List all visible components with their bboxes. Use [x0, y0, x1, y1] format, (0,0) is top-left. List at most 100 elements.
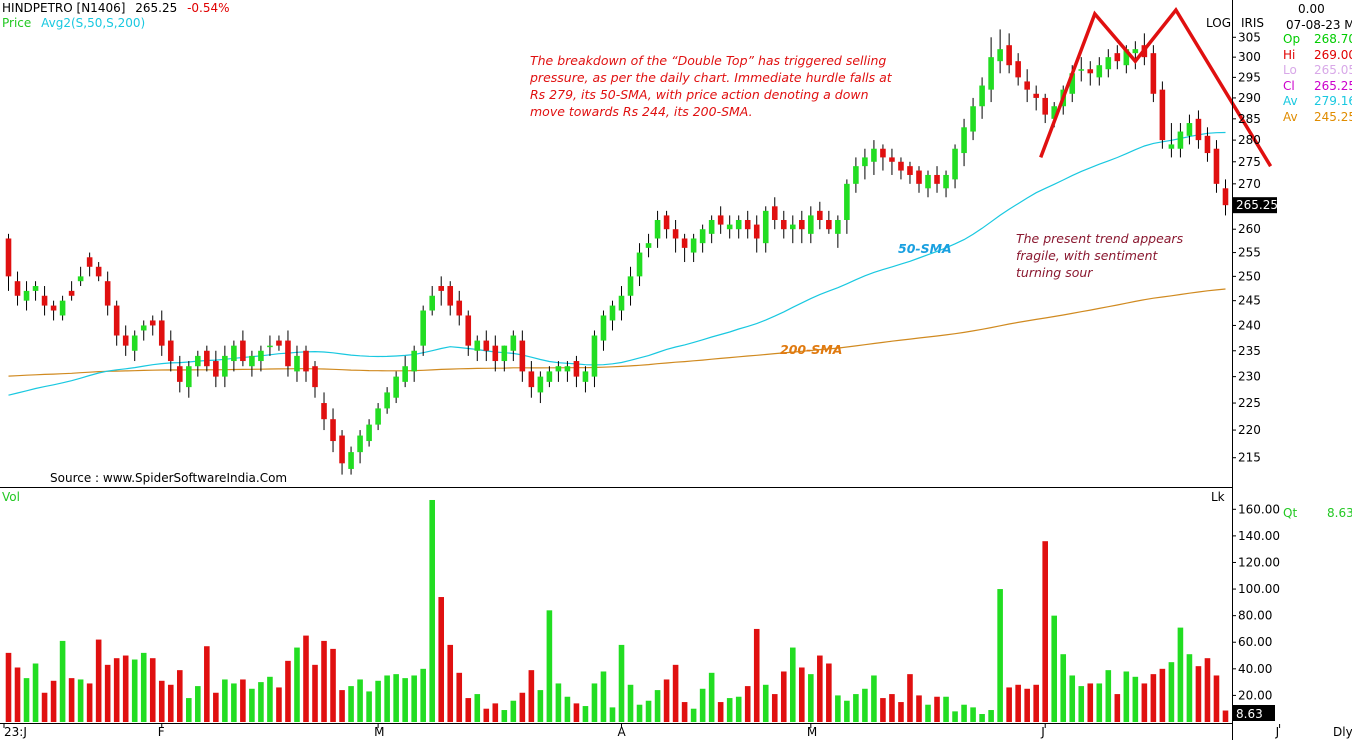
x-tick-label-3: A	[618, 725, 627, 739]
volume-bar-37	[339, 690, 345, 722]
volume-bar-69	[627, 684, 634, 722]
candle-body-63	[573, 361, 580, 377]
price-tick-label-13: 280	[1238, 133, 1261, 147]
volume-bar-30	[276, 687, 282, 722]
price-tick-label-5: 240	[1238, 318, 1261, 332]
price-tick-label-8: 255	[1238, 246, 1261, 260]
volume-bar-129	[1168, 662, 1175, 722]
volume-bar-7	[68, 678, 75, 722]
volume-bar-108	[979, 714, 985, 722]
volume-bar-12	[113, 658, 120, 722]
volume-bar-52	[474, 694, 481, 722]
price-legend: Price	[2, 16, 32, 30]
double-top-trendline	[1039, 6, 1273, 168]
candle-body-26	[240, 340, 246, 362]
candle-body-64	[582, 371, 589, 382]
candle-body-116	[1051, 106, 1058, 119]
candle-body-114	[1033, 93, 1039, 98]
volume-bar-35	[321, 640, 327, 722]
candle-body-31	[285, 340, 291, 367]
volume-bar-97	[880, 698, 886, 722]
candle-body-55	[501, 345, 508, 362]
top-value: 0.00	[1298, 2, 1325, 16]
volume-bar-62	[564, 696, 571, 722]
volume-bar-38	[348, 686, 354, 722]
candle-body-124	[1123, 49, 1130, 66]
candle-body-94	[853, 166, 859, 184]
volume-bar-11	[104, 664, 111, 722]
candle-body-119	[1078, 69, 1085, 71]
quote-value-3: 265.25	[1314, 78, 1352, 93]
volume-bar-93	[844, 700, 850, 722]
volume-bar-113	[1024, 688, 1030, 722]
quote-label-5: Av	[1283, 109, 1298, 124]
candle-body-118	[1069, 73, 1076, 94]
volume-bar-64	[582, 706, 589, 722]
candlesticks	[5, 29, 1229, 475]
volume-bar-75	[681, 702, 688, 722]
volume-bar-6	[59, 640, 66, 722]
candle-body-127	[1150, 53, 1157, 94]
candle-body-5	[50, 305, 57, 311]
candle-body-88	[799, 219, 805, 230]
volume-bar-95	[862, 688, 868, 722]
volume-bar-17	[158, 680, 165, 722]
x-tick-label-6: J	[1275, 725, 1280, 739]
quote-label-0: Op	[1283, 32, 1301, 46]
volume-bar-34	[312, 664, 318, 722]
sma200-line	[8, 288, 1226, 377]
candle-body-43	[393, 376, 399, 398]
candle-body-80	[726, 224, 733, 230]
volume-bar-31	[285, 660, 291, 722]
x-tick-label-2: M	[374, 725, 384, 739]
quote-value-5: 245.25	[1314, 109, 1352, 124]
quote-value-4: 279.16	[1314, 94, 1352, 108]
volume-bar-40	[366, 691, 372, 722]
volume-bar-130	[1177, 627, 1184, 722]
volume-bar-43	[393, 674, 399, 722]
volume-bar-54	[492, 703, 499, 722]
volume-bar-103	[934, 696, 940, 722]
candle-body-6	[59, 300, 66, 316]
indicator-header: Price Avg2(S,50,S,200)	[2, 16, 145, 30]
candle-body-33	[303, 350, 309, 372]
volume-bar-90	[817, 655, 823, 722]
candle-body-96	[871, 148, 877, 162]
candle-body-71	[645, 243, 652, 248]
candle-body-20	[186, 366, 192, 388]
candle-body-34	[312, 366, 318, 388]
candle-body-46	[420, 310, 426, 346]
volume-bar-87	[789, 647, 796, 722]
price-tick-label-18: 305	[1238, 30, 1261, 44]
volume-bar-23	[213, 692, 219, 722]
volume-bar-58	[528, 670, 535, 722]
candle-body-40	[366, 424, 372, 442]
volume-bar-117	[1060, 654, 1067, 722]
candle-body-62	[564, 366, 571, 372]
volume-bar-135	[1222, 710, 1229, 722]
volume-bar-25	[231, 683, 237, 722]
quote-label-1: Hi	[1283, 47, 1296, 62]
volume-bar-24	[222, 679, 228, 722]
candle-body-101	[916, 170, 922, 184]
candle-body-8	[77, 276, 84, 282]
volume-bar-77	[699, 688, 706, 722]
candle-body-72	[654, 219, 661, 239]
candle-body-30	[276, 340, 282, 346]
volume-bar-51	[465, 698, 472, 722]
candle-body-22	[204, 350, 210, 367]
volume-bar-39	[357, 679, 363, 722]
volume-bar-119	[1078, 686, 1085, 722]
volume-bar-1	[14, 667, 21, 722]
volume-bar-49	[447, 644, 454, 722]
volume-bar-59	[537, 690, 544, 722]
price-tick-label-4: 235	[1238, 344, 1261, 358]
volume-bar-96	[871, 675, 877, 722]
volume-bar-33	[303, 635, 309, 722]
volume-bar-94	[853, 694, 859, 722]
candle-body-49	[447, 286, 454, 306]
candle-body-60	[546, 371, 553, 382]
candle-body-54	[492, 345, 499, 362]
volume-bar-101	[916, 695, 922, 722]
quote-value-1: 269.00	[1314, 47, 1352, 62]
